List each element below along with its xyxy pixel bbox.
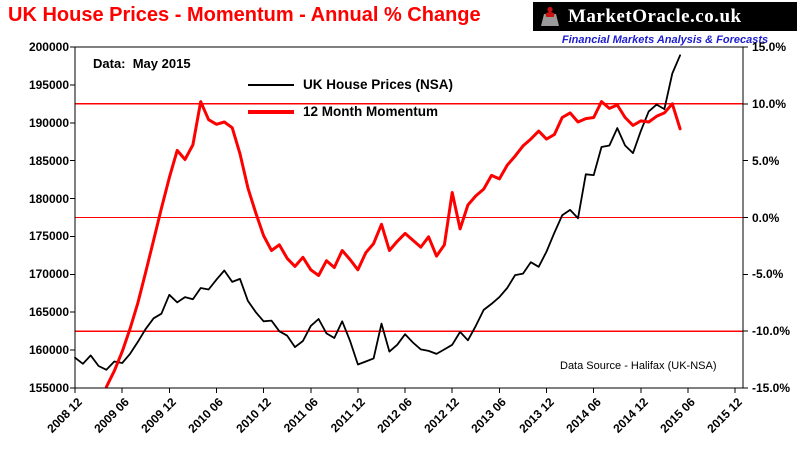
right-axis-tick-label: 5.0% xyxy=(752,153,780,168)
legend-item-house-prices: UK House Prices (NSA) xyxy=(248,71,453,98)
left-axis-tick-label: 155000 xyxy=(28,381,69,395)
left-axis-tick-label: 165000 xyxy=(28,305,69,320)
left-axis-tick-label: 175000 xyxy=(28,229,69,244)
logo-tagline: Financial Markets Analysis & Forecasts xyxy=(561,34,769,46)
left-axis-tick-label: 190000 xyxy=(28,115,69,130)
logo-text: MarketOracle.co.uk xyxy=(568,5,742,27)
right-axis-tick-label: -5.0% xyxy=(752,267,784,282)
marketoracle-logo[interactable]: MarketOracle.co.uk Financial Markets Ana… xyxy=(533,2,797,46)
left-axis-tick-label: 195000 xyxy=(28,77,69,92)
right-axis-tick-label: 10.0% xyxy=(752,96,787,111)
marketoracle-oracle-icon xyxy=(538,5,562,29)
source-note: Data Source - Halifax (UK-NSA) xyxy=(560,360,717,372)
black-line-sample xyxy=(248,83,294,86)
right-axis-tick-label: -10.0% xyxy=(752,324,791,339)
red-line-sample xyxy=(248,109,294,114)
left-axis-tick-label: 160000 xyxy=(28,343,69,358)
right-axis-tick-label: -15.0% xyxy=(752,381,791,395)
right-axis-tick-label: 15.0% xyxy=(752,40,787,54)
legend: UK House Prices (NSA) 12 Month Momentum xyxy=(248,71,453,125)
legend-label-momentum: 12 Month Momentum xyxy=(303,104,438,119)
legend-label-house-prices: UK House Prices (NSA) xyxy=(303,77,454,92)
right-axis-tick-label: 0.0% xyxy=(752,210,780,225)
data-date-label: Data: May 2015 xyxy=(93,56,191,71)
legend-item-momentum: 12 Month Momentum xyxy=(248,98,453,125)
chart-title: UK House Prices - Momentum - Annual % Ch… xyxy=(8,4,481,26)
left-axis-tick-label: 170000 xyxy=(28,267,69,282)
left-axis-tick-label: 200000 xyxy=(28,40,69,54)
left-axis-tick-label: 180000 xyxy=(28,191,69,206)
left-axis-tick-label: 185000 xyxy=(28,153,69,168)
logo-bar: MarketOracle.co.uk xyxy=(533,2,797,31)
